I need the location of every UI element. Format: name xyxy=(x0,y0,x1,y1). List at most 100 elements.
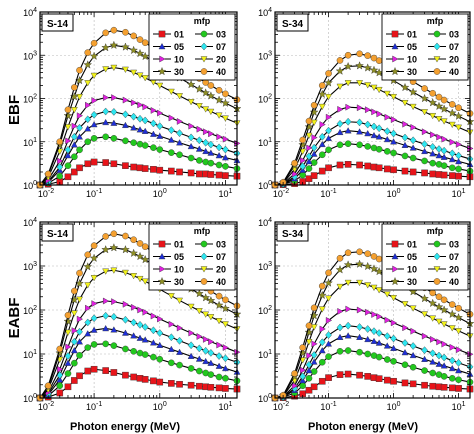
data-point-07 xyxy=(440,146,448,155)
data-point-07 xyxy=(325,331,332,339)
data-point-05 xyxy=(440,362,448,369)
data-point-03 xyxy=(336,348,344,355)
data-point-01 xyxy=(71,168,78,176)
data-point-05 xyxy=(383,342,391,349)
data-point-10 xyxy=(356,104,364,112)
data-point-20 xyxy=(136,72,144,79)
data-point-05 xyxy=(102,118,110,126)
legend-title: mfp xyxy=(194,16,211,26)
data-point-40 xyxy=(375,57,383,64)
data-point-30 xyxy=(121,42,130,51)
data-point-20 xyxy=(156,82,164,89)
legend-marker xyxy=(157,276,167,286)
legend-marker xyxy=(433,266,441,273)
data-point-10 xyxy=(71,327,78,335)
data-point-05 xyxy=(215,362,223,369)
legend-entry-01: 01 xyxy=(386,240,417,250)
data-point-07 xyxy=(435,351,443,360)
data-point-07 xyxy=(70,337,78,346)
data-point-01 xyxy=(364,373,371,380)
legend-marker xyxy=(158,252,166,260)
data-point-01 xyxy=(356,371,363,379)
data-point-07 xyxy=(156,329,164,337)
data-point-10 xyxy=(376,313,383,320)
data-point-20 xyxy=(401,301,409,308)
legend-entry-05: 05 xyxy=(386,42,417,52)
data-point-20 xyxy=(401,100,409,107)
legend: mfp 01 03 05 07 10 20 30 40 xyxy=(148,223,236,291)
data-point-01 xyxy=(336,371,344,378)
data-point-30 xyxy=(206,296,216,305)
y-tick-label: 101 xyxy=(258,349,272,360)
data-point-40 xyxy=(110,230,118,238)
data-point-03 xyxy=(71,359,78,367)
data-point-10 xyxy=(345,103,352,111)
data-point-01 xyxy=(409,168,417,176)
data-point-05 xyxy=(64,359,72,366)
data-point-20 xyxy=(195,103,203,110)
data-point-40 xyxy=(440,96,448,104)
y-tick-label: 100 xyxy=(23,180,37,191)
data-point-01 xyxy=(130,163,137,171)
data-point-40 xyxy=(84,49,92,56)
data-point-01 xyxy=(168,167,175,175)
data-point-10 xyxy=(449,138,456,146)
data-point-20 xyxy=(448,325,456,332)
data-point-01 xyxy=(222,385,229,392)
data-point-07 xyxy=(383,127,391,136)
data-point-07 xyxy=(136,114,144,123)
legend-entry-30: 30 xyxy=(153,276,184,287)
legend-entry-03: 03 xyxy=(195,30,226,40)
data-point-30 xyxy=(304,122,314,131)
legend-label: 03 xyxy=(216,30,226,40)
data-point-01 xyxy=(207,384,215,391)
data-point-03 xyxy=(196,367,203,375)
data-point-20 xyxy=(136,276,144,283)
data-point-05 xyxy=(90,326,98,333)
series-03 xyxy=(36,133,241,189)
data-point-30 xyxy=(214,95,224,104)
data-point-40 xyxy=(299,344,306,351)
data-point-01 xyxy=(390,377,397,385)
data-point-20 xyxy=(440,118,448,125)
data-point-40 xyxy=(318,282,326,290)
data-point-40 xyxy=(336,57,344,64)
data-point-03 xyxy=(141,351,149,358)
legend-entry-01: 01 xyxy=(386,30,417,40)
data-point-03 xyxy=(150,353,157,361)
data-point-05 xyxy=(167,136,175,143)
data-point-20 xyxy=(70,107,78,114)
data-point-01 xyxy=(64,173,72,181)
legend-marker xyxy=(433,42,441,51)
data-point-20 xyxy=(102,66,110,73)
legend-entry-40: 40 xyxy=(428,277,459,287)
data-point-05 xyxy=(364,130,372,137)
data-point-07 xyxy=(187,133,195,142)
data-point-05 xyxy=(121,121,129,128)
legend-marker xyxy=(200,266,208,273)
data-point-03 xyxy=(375,145,383,153)
data-point-40 xyxy=(291,159,298,167)
data-point-10 xyxy=(122,96,129,104)
data-point-10 xyxy=(365,308,372,316)
data-point-40 xyxy=(448,301,456,308)
data-point-05 xyxy=(305,367,313,374)
data-point-01 xyxy=(448,384,456,392)
data-point-20 xyxy=(121,269,129,277)
plot-frame xyxy=(274,11,471,186)
data-point-10 xyxy=(421,332,429,340)
data-point-30 xyxy=(454,313,463,322)
data-point-20 xyxy=(187,303,195,311)
data-point-03 xyxy=(440,373,448,380)
legend-marker xyxy=(433,30,441,38)
data-point-01 xyxy=(64,383,72,391)
data-point-03 xyxy=(356,141,363,149)
data-point-30 xyxy=(89,253,99,262)
data-point-10 xyxy=(455,346,463,354)
data-point-10 xyxy=(196,125,203,133)
legend-marker xyxy=(200,68,208,75)
data-point-05 xyxy=(435,360,443,367)
data-point-20 xyxy=(64,329,72,336)
data-point-07 xyxy=(202,138,210,147)
data-point-01 xyxy=(222,172,229,179)
